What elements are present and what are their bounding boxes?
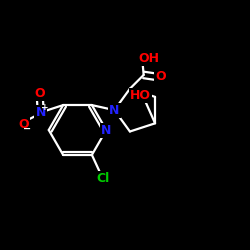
Text: −: − [23,124,31,134]
Text: N: N [36,106,46,119]
Text: N: N [101,124,112,136]
Text: +: + [41,102,49,112]
Text: Cl: Cl [96,172,110,185]
Text: O: O [18,118,29,131]
Text: OH: OH [138,52,159,65]
Text: N: N [109,104,120,117]
Text: O: O [34,86,45,100]
Text: O: O [155,70,166,84]
Text: HO: HO [130,89,151,102]
